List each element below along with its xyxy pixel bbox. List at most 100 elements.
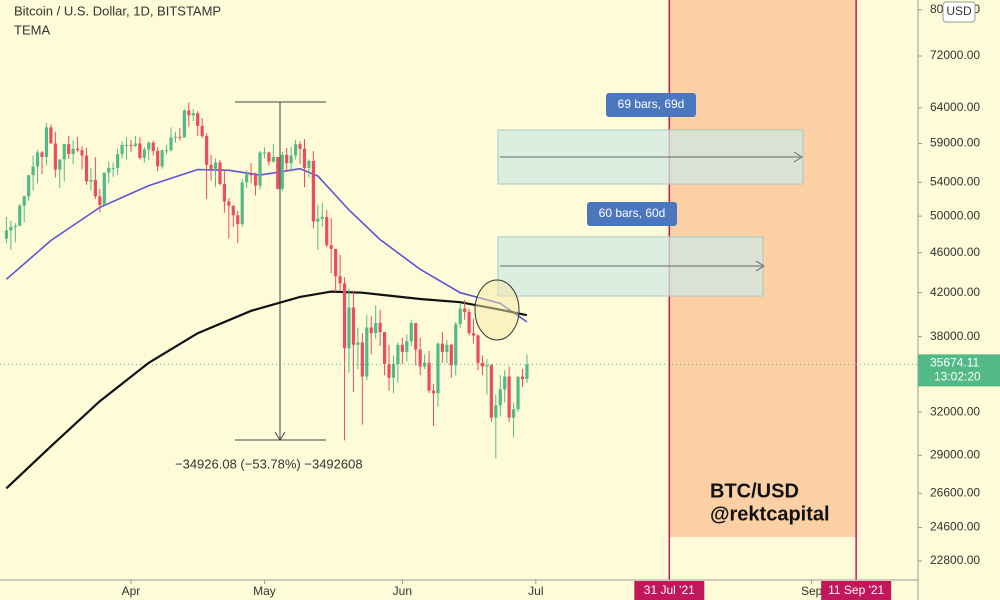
candle-body [276,157,280,189]
candle-body [151,142,155,151]
arrow-head [274,431,286,441]
candle-body [445,344,449,352]
candle-body [436,343,440,394]
candle-body [347,307,351,349]
candle-body [520,376,525,380]
candle-body [80,150,84,156]
date-marker-label: 11 Sep '21 [828,583,884,597]
candle-body [458,308,462,325]
candle-body [418,349,422,367]
candle-body [93,179,97,197]
candle-body [463,308,467,312]
x-tick-label: Apr [122,584,141,598]
candle-body [440,343,445,352]
candle-body [516,376,520,410]
range-label-box [587,202,677,226]
currency-button[interactable] [942,1,976,23]
candle-body [338,276,342,284]
candle-body [396,344,400,365]
candle-body [476,335,480,363]
candle-body [325,217,329,246]
candle-body [249,174,253,176]
candle-body [525,364,529,380]
candle-body [245,174,249,183]
arrow-head [755,260,765,272]
candle-body [307,160,311,168]
candle-body [449,344,453,366]
last-price-box [918,354,1000,387]
candle-body [62,144,66,160]
y-tick-label: 24600.00 [930,520,980,534]
candle-body [156,150,160,167]
watermark: BTC/USD [710,480,799,502]
candle-body [13,225,17,227]
currency[interactable]: USD [946,4,972,18]
candle-body [169,137,173,151]
candle-body [485,365,489,367]
candle-body [374,322,378,334]
candle-body [58,159,62,170]
candle-body [240,182,244,225]
candle-body [320,217,324,219]
candle-body [365,327,369,377]
candle-body [147,142,151,150]
candle-body [267,152,271,162]
range-label: 69 bars, 69d [618,97,685,111]
y-tick-label: 64000.00 [930,100,980,114]
candle-body [503,376,507,390]
axes: 22800.00 24600.00 26600.00 29000.00 32000.00… [122,2,1000,600]
date-marker-box [634,581,705,600]
last-price-label: 35674.11 [930,356,979,370]
candle-body [454,324,458,366]
candle-body [111,167,115,169]
candle-body [107,167,111,173]
candle-body [178,136,182,138]
candle-body [271,157,275,162]
y-tick-label: 59000.00 [930,136,980,150]
candle-body [9,226,13,231]
candle-body [262,152,267,154]
x-tick-label: May [253,584,276,598]
candle-body [511,409,516,418]
indicator-line [5,167,528,323]
plot [0,102,918,490]
candle-body [218,162,222,184]
y-tick-label: 26600.00 [930,485,980,499]
candle-body [4,230,9,239]
indicator-line [5,290,528,490]
candle-body [22,196,26,206]
candle-body [387,364,391,378]
candle-body [311,160,315,222]
candle-body [400,344,404,352]
candle-body [71,148,75,155]
candle-body [67,144,71,155]
candle-body [427,362,431,391]
candle-body [213,162,218,169]
candle-body [498,389,502,406]
measure-label: −34926.08 (−53.78%) −3492608 [175,456,363,471]
range-label-box [606,93,696,117]
candle-body [409,322,413,342]
candle-body [369,327,373,334]
candle-body [329,245,333,249]
x-tick-label: Sep [801,584,823,598]
candle-body [494,405,498,418]
candle-body [124,144,129,146]
candle-body [31,166,35,176]
candle-body [209,164,213,169]
candle-body [129,144,133,146]
indicator-name: TEMA [14,22,50,37]
y-tick-label: 42000.00 [930,285,980,299]
date-marker-box [821,581,892,600]
candle-body [382,332,387,365]
candle-body [302,148,307,168]
x-tick-label: Jun [393,584,412,598]
candle-body [116,154,120,168]
candle-body [360,342,364,377]
chart-title: Bitcoin / U.S. Dollar, 1D, BITSTAMP [14,3,221,18]
y-tick-label: 38000.00 [930,329,980,343]
candle-body [258,152,262,186]
y-tick-label: 29000.00 [930,447,980,461]
arrow-head [793,151,803,163]
highlight-circle [474,279,520,341]
